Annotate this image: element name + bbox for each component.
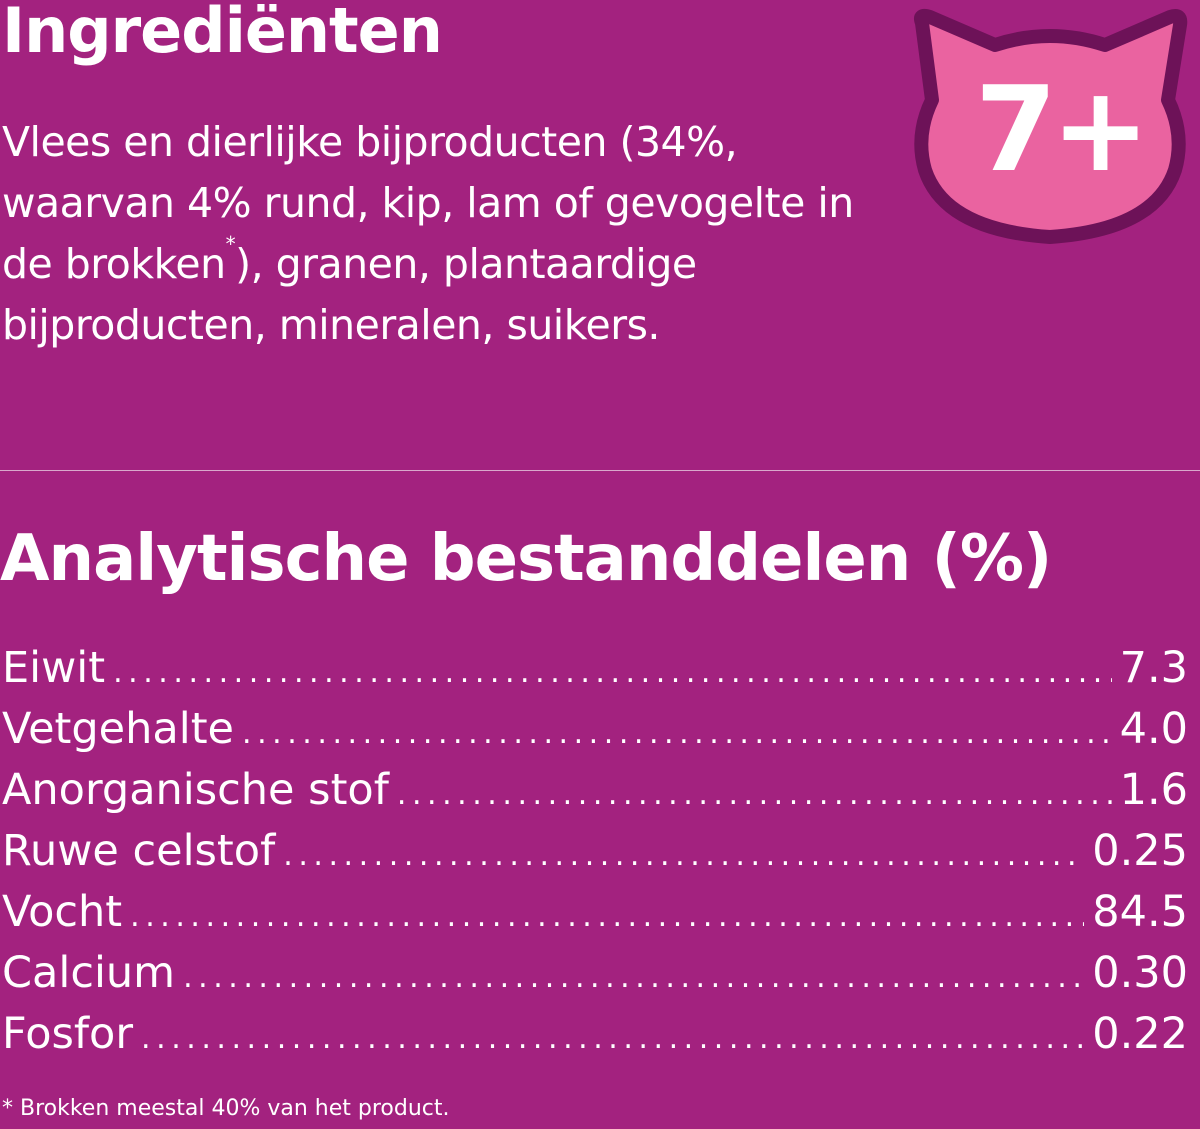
analysis-row: Fosfor 0.22 bbox=[2, 1004, 1188, 1065]
footnote: * Brokken meestal 40% van het product. bbox=[2, 1096, 450, 1121]
dot-leader bbox=[141, 1008, 1084, 1069]
analysis-row: Vetgehalte 4.0 bbox=[2, 699, 1188, 760]
dot-leader bbox=[397, 764, 1112, 825]
ingredients-text-part: ), granen, plantaardige bijproducten, mi… bbox=[2, 240, 697, 349]
analysis-value: 0.25 bbox=[1092, 826, 1188, 876]
footnote-marker: * bbox=[225, 232, 236, 256]
analysis-row: Anorganische stof 1.6 bbox=[2, 760, 1188, 821]
age-badge-label: 7+ bbox=[975, 60, 1150, 198]
analysis-row: Ruwe celstof 0.25 bbox=[2, 821, 1188, 882]
cat-head-icon bbox=[914, 8, 1188, 244]
divider bbox=[0, 470, 1200, 471]
analysis-value: 0.22 bbox=[1092, 1009, 1188, 1059]
ingredients-text: Vlees en dierlijke bijproducten (34%, wa… bbox=[2, 112, 882, 356]
dot-leader bbox=[183, 947, 1084, 1008]
analysis-label: Eiwit bbox=[2, 643, 106, 693]
dot-leader bbox=[113, 642, 1112, 703]
analysis-value: 7.3 bbox=[1119, 643, 1188, 693]
analysis-value: 84.5 bbox=[1092, 887, 1188, 937]
analysis-row: Eiwit 7.3 bbox=[2, 638, 1188, 699]
ingredients-title: Ingrediënten bbox=[2, 0, 443, 67]
analysis-value: 4.0 bbox=[1119, 704, 1188, 754]
analysis-label: Ruwe celstof bbox=[2, 826, 276, 876]
dot-leader bbox=[130, 886, 1084, 947]
dot-leader bbox=[242, 703, 1112, 764]
analysis-row: Calcium 0.30 bbox=[2, 943, 1188, 1004]
analysis-label: Vetgehalte bbox=[2, 704, 235, 754]
analysis-label: Fosfor bbox=[2, 1009, 134, 1059]
dot-leader bbox=[283, 825, 1084, 886]
analysis-label: Anorganische stof bbox=[2, 765, 389, 815]
analysis-label: Calcium bbox=[2, 948, 176, 998]
analysis-row: Vocht 84.5 bbox=[2, 882, 1188, 943]
analysis-value: 1.6 bbox=[1119, 765, 1188, 815]
ingredients-text-part: Vlees en dierlijke bijproducten (34%, wa… bbox=[2, 118, 854, 288]
analysis-table: Eiwit 7.3 Vetgehalte 4.0 Anorganische stof 1.… bbox=[2, 638, 1188, 1065]
analysis-label: Vocht bbox=[2, 887, 123, 937]
analysis-title: Analytische bestanddelen (%) bbox=[0, 522, 1052, 596]
analysis-value: 0.30 bbox=[1092, 948, 1188, 998]
